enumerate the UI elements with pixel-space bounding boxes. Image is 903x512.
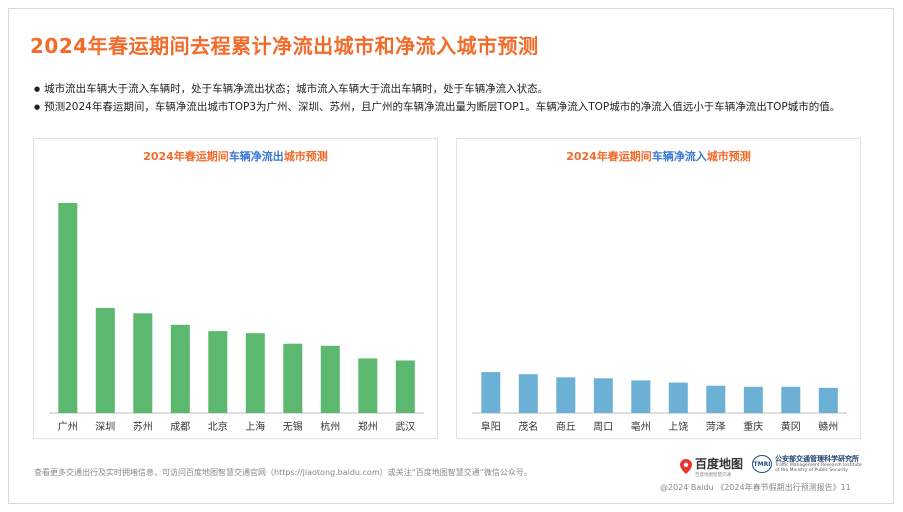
x-tick-label: 上饶 (668, 420, 688, 433)
x-tick-label: 深圳 (95, 421, 115, 433)
bar-9 (358, 358, 378, 413)
bar-4 (593, 378, 613, 413)
x-tick-label: 亳州 (631, 420, 651, 433)
bar-8 (320, 345, 340, 413)
bar-8 (743, 386, 763, 414)
chart-title-part: 车辆净流出 (228, 150, 284, 163)
x-tick-label: 菏泽 (706, 421, 726, 433)
bullet-item: 城市流出车辆大于流入车辆时，处于车辆净流出状态；城市流入车辆大于流出车辆时，处于… (34, 80, 840, 98)
inflow-chart-title: 2024年春运期间车辆净流入城市预测 (457, 148, 860, 164)
bar-10 (395, 360, 415, 413)
tmri-name-en: Traffic Management Research Institute (775, 463, 862, 468)
footer-credit: @2024 Baidu 《2024年春节假期出行预测报告》11 (660, 483, 851, 492)
x-tick-label: 周口 (593, 421, 613, 433)
chart-title-part: 城市预测 (283, 150, 328, 163)
bar-9 (781, 386, 801, 414)
bar-10 (818, 387, 838, 413)
bar-3 (133, 313, 153, 414)
outflow-bar-chart: 广州 深圳 苏州 成都 北京 上海 无锡 杭州 郑州 武汉 (49, 203, 424, 433)
x-tick-label: 郑州 (358, 420, 378, 433)
baidu-map-logo: 百度地图 百度地图智慧交通 (680, 455, 743, 478)
x-tick-label: 无锡 (283, 420, 303, 433)
x-tick-label: 杭州 (320, 420, 340, 433)
chart-title-part: 2024年春运期间 (566, 150, 652, 163)
bar-1 (58, 203, 78, 413)
x-tick-label: 上海 (245, 420, 265, 433)
bar-1 (481, 372, 501, 414)
tmri-name-cn: 公安部交通管理科学研究所 (775, 455, 859, 463)
bullet-item: 预测2024年春运期间，车辆净流出城市TOP3为广州、深圳、苏州，且广州的车辆净… (34, 98, 840, 116)
x-tick-label: 赣州 (818, 420, 838, 433)
bar-4 (170, 324, 190, 413)
chart-title-part: 车辆净流入 (651, 150, 707, 163)
page-title: 2024年春运期间去程累计净流出城市和净流入城市预测 (30, 34, 539, 58)
inflow-chart-panel: 2024年春运期间车辆净流入城市预测 阜阳 茂名 商丘 周口 亳州 上饶 菏泽 重庆 黄冈 赣州 (456, 138, 861, 439)
x-tick-label: 北京 (208, 420, 228, 433)
x-tick-label: 茂名 (518, 420, 538, 433)
baidu-map-logo-subtext: 百度地图智慧交通 (695, 473, 731, 478)
x-tick-label: 苏州 (133, 420, 153, 433)
baidu-map-logo-text: 百度地图 (695, 457, 744, 471)
x-tick-label: 广州 (58, 421, 78, 433)
bar-5 (208, 331, 228, 413)
map-pin-icon (680, 459, 692, 474)
bar-7 (283, 343, 303, 413)
inflow-bar-chart: 阜阳 茂名 商丘 周口 亳州 上饶 菏泽 重庆 黄冈 赣州 (472, 372, 847, 433)
tmri-logo: TMRI 公安部交通管理科学研究所 Traffic Management Res… (752, 455, 862, 473)
bar-6 (668, 382, 688, 414)
footnote: 查看更多交通出行及实时拥堵信息，可访问百度地图智慧交通官网（https://ji… (34, 468, 532, 477)
bar-5 (631, 380, 651, 413)
x-tick-label: 商丘 (556, 420, 576, 433)
bar-6 (245, 333, 265, 413)
chart-title-part: 2024年春运期间 (143, 150, 229, 163)
outflow-chart-title: 2024年春运期间车辆净流出城市预测 (34, 148, 437, 164)
bar-7 (706, 385, 726, 413)
x-tick-label: 阜阳 (481, 420, 501, 433)
tmri-badge-icon: TMRI (752, 455, 772, 473)
bullet-list: 城市流出车辆大于流入车辆时，处于车辆净流出状态；城市流入车辆大于流出车辆时，处于… (34, 80, 840, 116)
x-tick-label: 重庆 (743, 420, 763, 433)
bar-3 (556, 377, 576, 413)
x-tick-label: 武汉 (395, 420, 415, 433)
tmri-name-en: of the Ministry of Public Security (775, 468, 848, 473)
chart-title-part: 城市预测 (706, 150, 751, 163)
x-tick-label: 黄冈 (781, 420, 801, 433)
x-tick-label: 成都 (170, 421, 190, 433)
bar-2 (95, 308, 115, 413)
outflow-chart-panel: 2024年春运期间车辆净流出城市预测 广州 深圳 苏州 成都 北京 上海 无锡 杭州 郑州 武汉 (33, 138, 438, 439)
bar-2 (518, 374, 538, 414)
